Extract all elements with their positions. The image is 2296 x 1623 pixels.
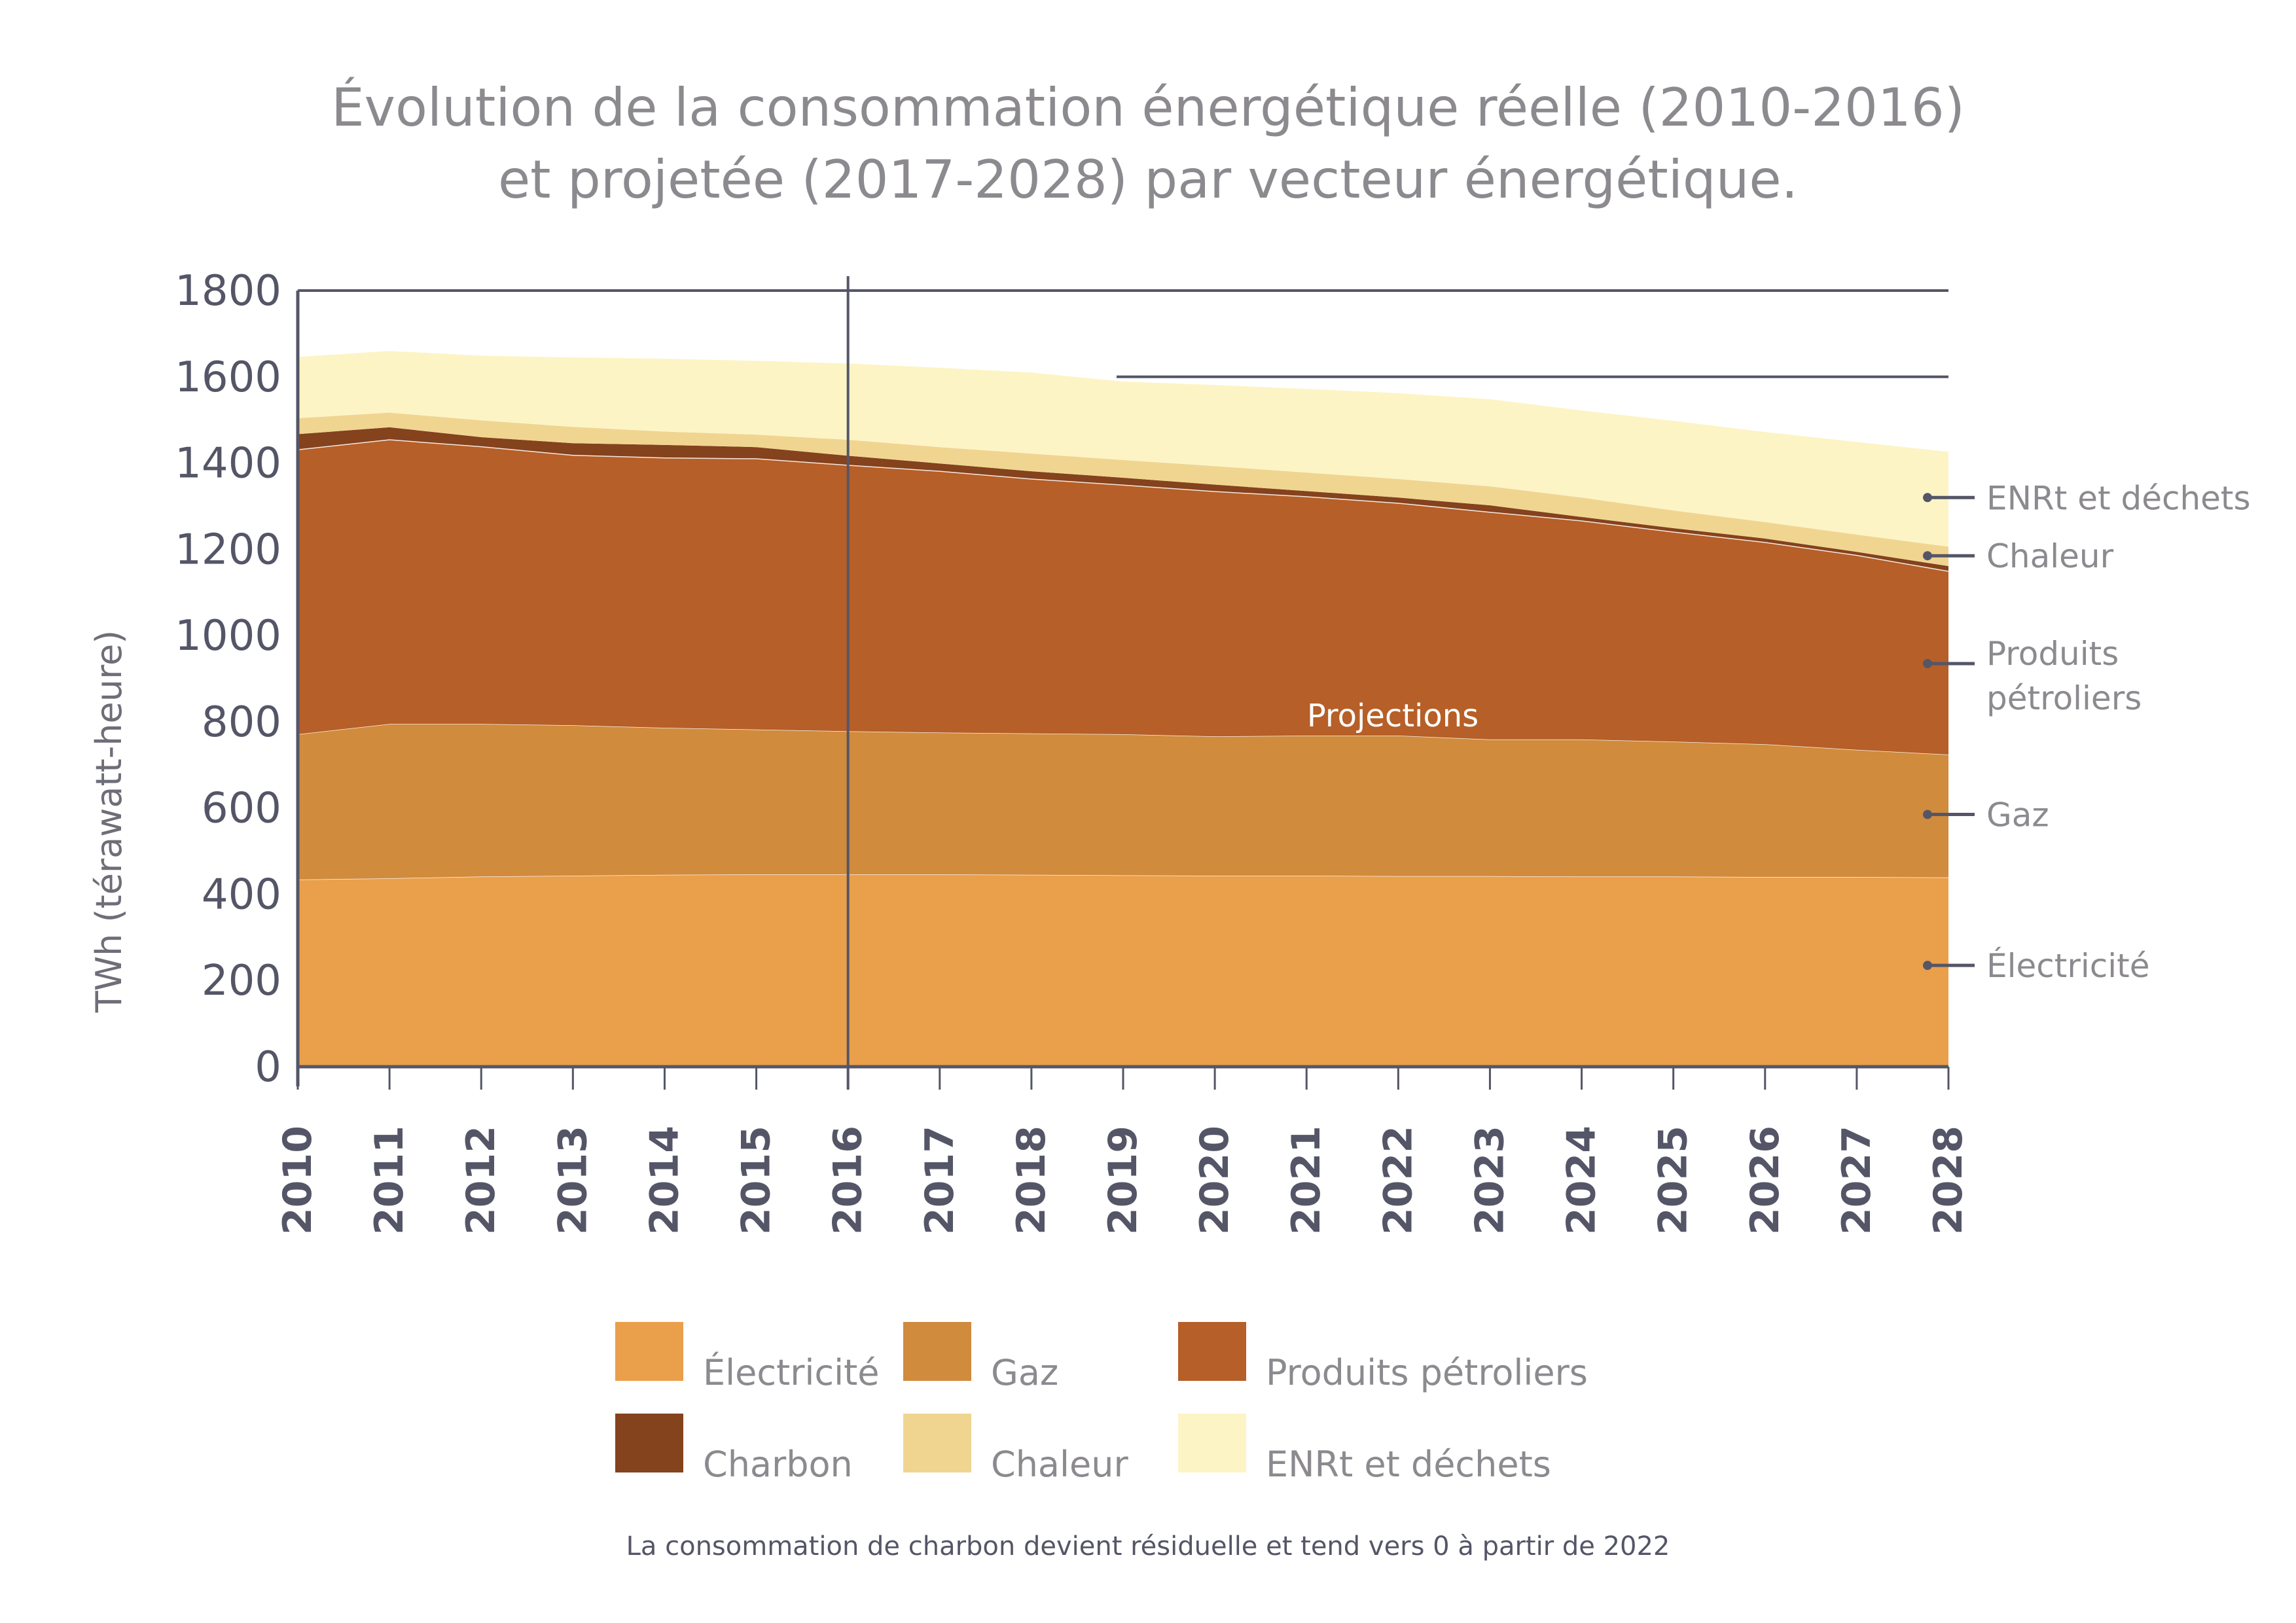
y-tick-label: 1600 (175, 353, 281, 402)
area-chaleur (298, 412, 1948, 566)
y-tick-label: 0 (255, 1043, 281, 1092)
area-electricite (298, 874, 1948, 1067)
legend-item: Chaleur (903, 1414, 1128, 1484)
x-tick-label: 2015 (734, 1126, 780, 1235)
series-side-labels: ENRt et déchets Chaleur Produits pétroliers… (1923, 479, 2251, 985)
legend-item: ENRt et déchets (1178, 1414, 1551, 1484)
side-label: Chaleur (1986, 537, 2114, 575)
x-tick-label: 2024 (1559, 1126, 1605, 1235)
x-axis-ticks: 2010 2011 2012 2013 2014 2015 2016 2017 2018 2019… (275, 1067, 1971, 1235)
legend-item: Électricité (615, 1322, 880, 1393)
legend-item: Gaz (903, 1322, 1058, 1393)
x-tick-label: 2014 (641, 1126, 687, 1235)
x-tick-label: 2022 (1375, 1126, 1421, 1235)
legend-label: Gaz (991, 1352, 1059, 1393)
footnote: La consommation de charbon devient résid… (626, 1531, 1670, 1561)
legend-label: ENRt et déchets (1266, 1444, 1551, 1485)
legend-swatch (903, 1322, 971, 1381)
y-tick-label: 1000 (175, 612, 281, 660)
x-tick-label: 2026 (1742, 1126, 1788, 1235)
x-tick-label: 2019 (1100, 1126, 1146, 1235)
legend-swatch (615, 1414, 683, 1472)
area-produits-petroliers (298, 439, 1948, 755)
x-tick-label: 2025 (1651, 1126, 1696, 1235)
legend-swatch (1178, 1414, 1246, 1472)
x-tick-label: 2016 (825, 1126, 871, 1235)
y-axis-ticks: 0 200 400 600 800 1000 1200 1400 1600 1800 (175, 267, 281, 1092)
x-tick-label: 2020 (1192, 1126, 1238, 1235)
y-tick-label: 1400 (175, 440, 281, 488)
side-label: Gaz (1986, 796, 2049, 834)
x-tick-label: 2021 (1283, 1126, 1329, 1235)
side-label: Produits (1986, 635, 2119, 673)
x-tick-label: 2028 (1926, 1126, 1971, 1235)
legend-swatch (903, 1414, 971, 1472)
legend-item: Produits pétroliers (1178, 1322, 1588, 1393)
legend-swatch (615, 1322, 683, 1381)
chart-title: Évolution de la consommation énergétique… (0, 72, 2296, 216)
area-enrt-et-dechets (298, 351, 1948, 547)
projections-label: Projections (1307, 698, 1479, 734)
side-label-line-2: pétroliers (1986, 679, 2142, 717)
chart-title-line-1: Évolution de la consommation énergétique… (331, 77, 1965, 138)
side-label: ENRt et déchets (1986, 479, 2251, 517)
area-layers (297, 351, 1949, 1067)
y-tick-label: 1800 (175, 267, 281, 315)
legend-label: Produits pétroliers (1266, 1352, 1588, 1393)
x-tick-label: 2027 (1834, 1126, 1880, 1235)
area-gaz (298, 724, 1948, 880)
x-tick-label: 2011 (367, 1126, 412, 1235)
legend-label: Charbon (703, 1444, 853, 1485)
legend-swatch (1178, 1322, 1246, 1381)
y-tick-label: 400 (202, 870, 281, 919)
y-tick-label: 200 (202, 957, 281, 1005)
y-tick-label: 600 (202, 785, 281, 833)
x-tick-label: 2010 (275, 1126, 321, 1235)
side-label: Électricité (1986, 946, 2150, 985)
legend-label: Électricité (703, 1352, 880, 1393)
legend-item: Charbon (615, 1414, 853, 1484)
area-charbon (298, 427, 1948, 571)
legend-label: Chaleur (991, 1444, 1128, 1485)
x-tick-label: 2023 (1467, 1126, 1513, 1235)
y-axis-label: TWh (térawatt-heure) (88, 630, 130, 1014)
x-tick-label: 2013 (550, 1126, 596, 1235)
y-tick-label: 800 (202, 698, 281, 747)
chart-title-line-2: et projetée (2017-2028) par vecteur éner… (497, 149, 1799, 210)
x-tick-label: 2012 (458, 1126, 504, 1235)
x-tick-label: 2018 (1009, 1126, 1054, 1235)
y-tick-label: 1200 (175, 526, 281, 574)
x-tick-label: 2017 (917, 1126, 963, 1235)
